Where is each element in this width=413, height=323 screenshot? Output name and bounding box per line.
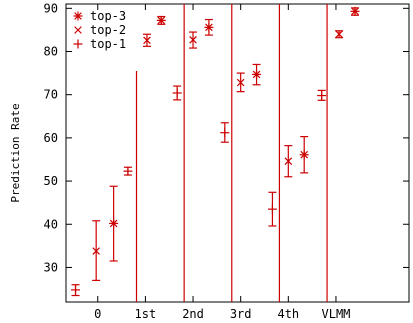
x-tick-label: VLMM bbox=[322, 307, 351, 321]
point-top-3-6 bbox=[350, 6, 360, 16]
y-axis-ticks: 30 40 50 60 70 80 90 bbox=[44, 1, 409, 274]
point-top-3-3 bbox=[204, 22, 214, 32]
y-axis-label: Prediction Rate bbox=[9, 103, 22, 202]
data-marks bbox=[71, 6, 360, 297]
point-top-3-4 bbox=[252, 69, 262, 79]
point-top-2-4 bbox=[236, 78, 245, 87]
point-top-2-2 bbox=[143, 36, 151, 45]
point-top-2-6 bbox=[335, 30, 343, 39]
y-tick-label: 40 bbox=[44, 217, 58, 231]
legend-marker-top-2 bbox=[74, 26, 82, 34]
point-top-2-5 bbox=[284, 157, 293, 166]
x-tick-label: 1st bbox=[135, 307, 157, 321]
point-top-1-5 bbox=[267, 204, 277, 214]
point-top-2-3 bbox=[189, 36, 197, 44]
legend-label-top-2: top-2 bbox=[90, 23, 126, 37]
point-top-2-1 bbox=[92, 247, 100, 255]
point-top-1-6 bbox=[317, 91, 327, 101]
point-top-1-3 bbox=[172, 88, 182, 98]
point-top-1-2 bbox=[123, 166, 133, 176]
x-axis-ticks: 0 1st 2nd 3rd 4th VLMM bbox=[94, 4, 350, 321]
y-tick-label: 30 bbox=[44, 260, 58, 274]
x-tick-label: 2nd bbox=[182, 307, 204, 321]
y-tick-label: 50 bbox=[44, 174, 58, 188]
y-tick-label: 80 bbox=[44, 45, 58, 59]
group-separators bbox=[135, 4, 328, 302]
legend-marker-top-3 bbox=[73, 11, 83, 21]
point-top-3-2 bbox=[156, 15, 166, 25]
y-tick-label: 90 bbox=[44, 1, 58, 15]
legend-label-top-1: top-1 bbox=[90, 37, 126, 51]
point-top-1-4 bbox=[220, 128, 230, 138]
point-top-3-1 bbox=[109, 218, 119, 228]
legend-marker-top-1 bbox=[73, 39, 83, 49]
point-top-3-5 bbox=[299, 150, 309, 160]
x-tick-label: 4th bbox=[277, 307, 299, 321]
y-tick-label: 60 bbox=[44, 131, 58, 145]
y-tick-label: 70 bbox=[44, 88, 58, 102]
legend-label-top-3: top-3 bbox=[90, 9, 126, 23]
x-tick-label: 3rd bbox=[230, 307, 252, 321]
x-tick-label: 0 bbox=[94, 307, 101, 321]
point-top-1-1 bbox=[71, 285, 81, 295]
plot-frame bbox=[65, 3, 410, 303]
